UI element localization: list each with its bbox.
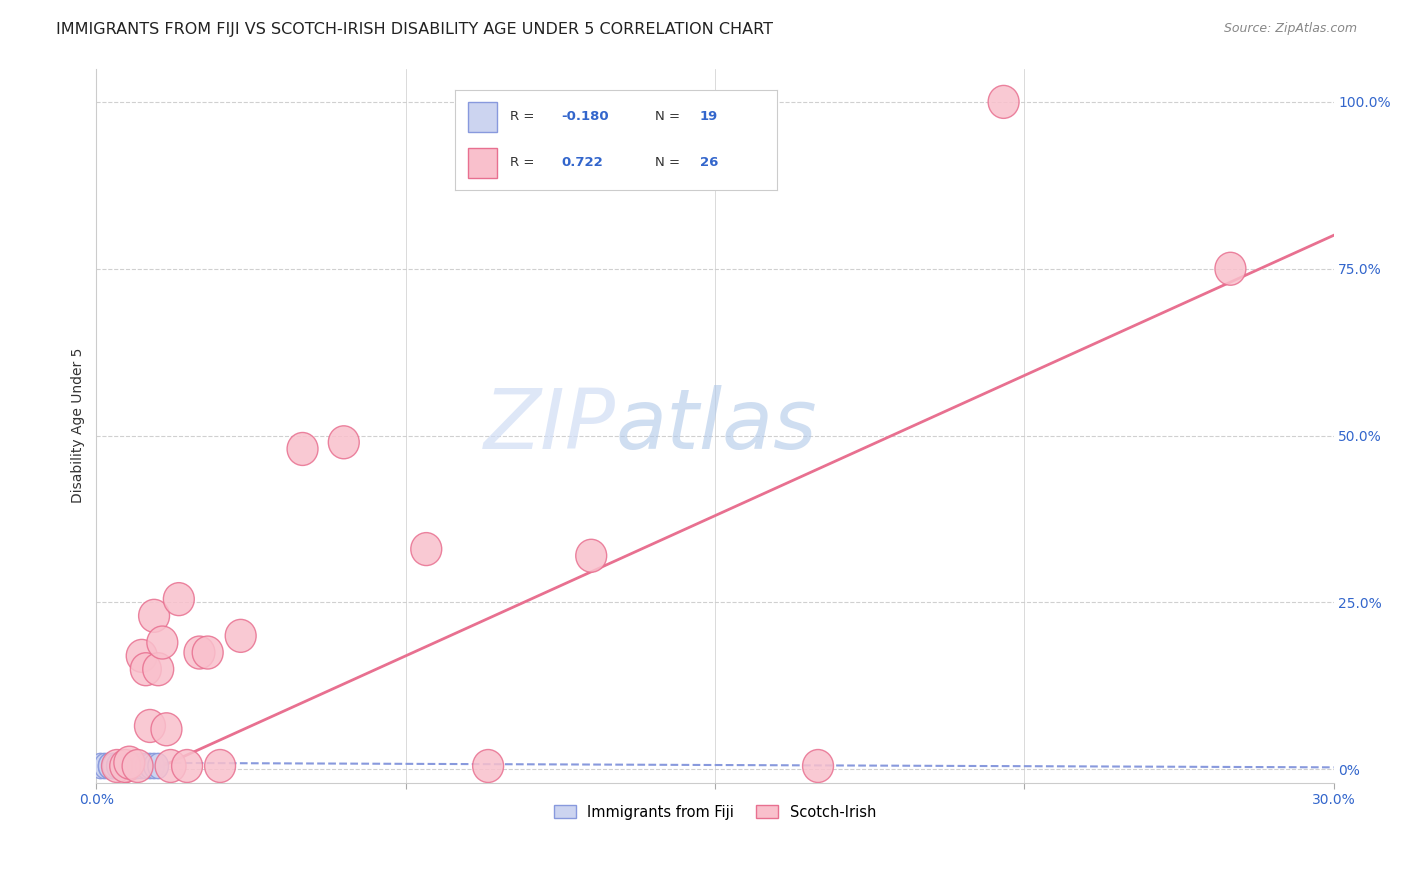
Ellipse shape	[329, 425, 360, 458]
Ellipse shape	[103, 754, 124, 779]
Ellipse shape	[803, 749, 834, 782]
Ellipse shape	[146, 626, 177, 659]
Ellipse shape	[131, 653, 162, 686]
Ellipse shape	[103, 754, 124, 779]
Ellipse shape	[155, 749, 186, 782]
Ellipse shape	[1215, 252, 1246, 285]
Ellipse shape	[193, 636, 224, 669]
Text: IMMIGRANTS FROM FIJI VS SCOTCH-IRISH DISABILITY AGE UNDER 5 CORRELATION CHART: IMMIGRANTS FROM FIJI VS SCOTCH-IRISH DIS…	[56, 22, 773, 37]
Ellipse shape	[131, 754, 152, 779]
Ellipse shape	[472, 749, 503, 782]
Ellipse shape	[128, 754, 148, 779]
Ellipse shape	[111, 754, 131, 779]
Ellipse shape	[150, 713, 181, 746]
Ellipse shape	[98, 754, 120, 779]
Ellipse shape	[184, 636, 215, 669]
Text: atlas: atlas	[616, 385, 817, 467]
Ellipse shape	[143, 653, 174, 686]
Ellipse shape	[94, 754, 115, 779]
Ellipse shape	[139, 599, 170, 632]
Ellipse shape	[575, 540, 606, 573]
Ellipse shape	[135, 709, 166, 742]
Text: Source: ZipAtlas.com: Source: ZipAtlas.com	[1223, 22, 1357, 36]
Legend: Immigrants from Fiji, Scotch-Irish: Immigrants from Fiji, Scotch-Irish	[548, 798, 882, 825]
Ellipse shape	[111, 754, 131, 779]
Ellipse shape	[411, 533, 441, 566]
Ellipse shape	[107, 754, 128, 779]
Ellipse shape	[122, 749, 153, 782]
Ellipse shape	[148, 754, 169, 779]
Ellipse shape	[120, 754, 139, 779]
Ellipse shape	[110, 749, 141, 782]
Ellipse shape	[101, 749, 132, 782]
Ellipse shape	[98, 754, 120, 779]
Ellipse shape	[135, 754, 156, 779]
Ellipse shape	[205, 749, 236, 782]
Y-axis label: Disability Age Under 5: Disability Age Under 5	[72, 348, 86, 503]
Ellipse shape	[139, 754, 160, 779]
Ellipse shape	[172, 749, 202, 782]
Ellipse shape	[114, 747, 145, 779]
Ellipse shape	[287, 433, 318, 466]
Ellipse shape	[124, 754, 143, 779]
Ellipse shape	[143, 754, 165, 779]
Ellipse shape	[163, 582, 194, 615]
Ellipse shape	[225, 619, 256, 652]
Ellipse shape	[988, 86, 1019, 119]
Ellipse shape	[127, 640, 157, 673]
Ellipse shape	[90, 754, 111, 779]
Ellipse shape	[107, 754, 128, 779]
Ellipse shape	[115, 754, 135, 779]
Text: ZIP: ZIP	[484, 385, 616, 467]
